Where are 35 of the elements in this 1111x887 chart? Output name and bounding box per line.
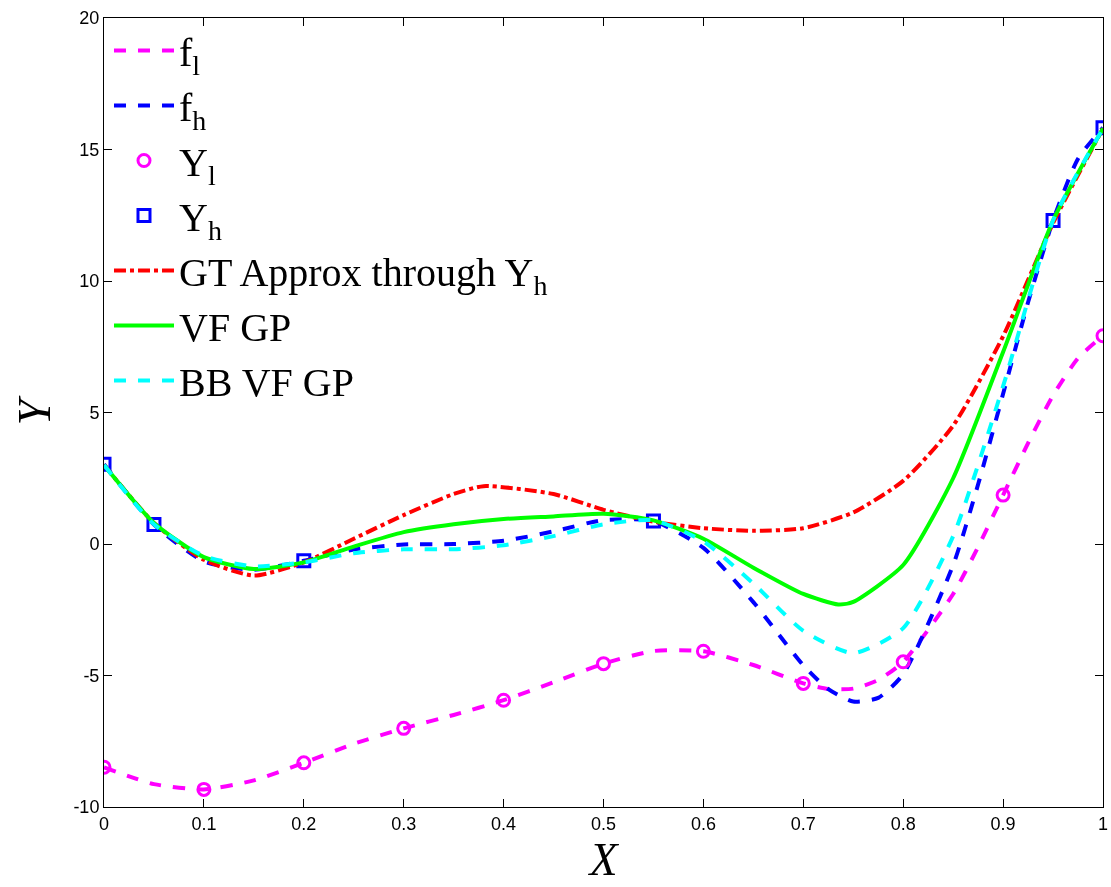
legend-label: BB VF GP [178,360,354,406]
y-tick-label: -5 [83,665,100,686]
legend-label: Y$_{h}$ [178,195,222,246]
point [895,654,911,670]
x-tick-label: 0.1 [191,813,217,834]
x-axis-title: X [587,833,620,885]
x-tick-label: 0.7 [790,813,816,834]
legend-label: VF GP [178,305,292,351]
point [795,675,811,691]
x-tick-label: 0.3 [391,813,417,834]
x-tick-label: 0.4 [491,813,517,834]
point [496,692,512,708]
x-tick-label: 0.2 [291,813,317,834]
point [695,643,711,659]
legend-label: f$_{l}$ [178,30,201,81]
legend-label: f$_{h}$ [178,85,207,136]
point [296,755,312,771]
point [596,656,611,672]
y-axis-title: Y [8,395,60,426]
y-tick-label: 0 [89,534,100,555]
y-tick-label: 20 [79,8,100,29]
x-tick-label: 0.8 [890,813,916,834]
y-tick-label: 10 [79,271,100,292]
y-tick-label: -10 [73,797,100,818]
x-tick-label: 0.9 [990,813,1016,834]
point [995,487,1011,503]
x-tick-label: 0.6 [690,813,716,834]
y-tick-label: 5 [89,402,100,423]
x-tick-label: 1 [1097,813,1109,834]
legend-label: GT Approx through Y$_{h}$ [178,250,548,301]
y-tick-label: 15 [79,139,100,160]
x-tick-label: 0.5 [590,813,617,834]
point [196,781,212,797]
legend-label: Y$_{l}$ [178,140,216,191]
point [396,720,412,736]
